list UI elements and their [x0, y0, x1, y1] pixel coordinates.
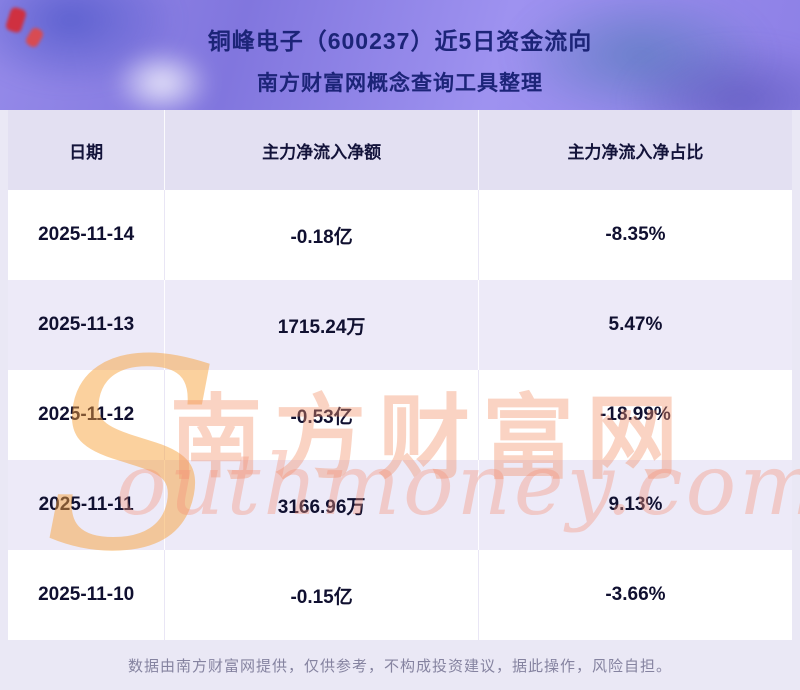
cell-date: 2025-11-11 [8, 460, 166, 550]
cell-date: 2025-11-13 [8, 280, 166, 370]
cell-date: 2025-11-10 [8, 550, 166, 640]
table-row: 2025-11-14 -0.18亿 -8.35% [8, 190, 792, 280]
table-row: 2025-11-12 -0.53亿 -18.99% [8, 370, 792, 460]
cell-ratio: -18.99% [478, 370, 792, 460]
cell-date: 2025-11-12 [8, 370, 166, 460]
fund-flow-table-wrap: 日期 主力净流入净额 主力净流入净占比 2025-11-14 -0.18亿 -8… [8, 110, 792, 640]
cell-amount: -0.18亿 [164, 190, 479, 280]
cell-ratio: 9.13% [478, 460, 792, 550]
table-row: 2025-11-10 -0.15亿 -3.66% [8, 550, 792, 640]
header-cell-date: 日期 [8, 110, 166, 190]
cell-amount: 3166.96万 [164, 460, 479, 550]
page-title: 铜峰电子（600237）近5日资金流向 [207, 28, 593, 54]
cell-amount: -0.53亿 [164, 370, 479, 460]
page-subtitle: 南方财富网概念查询工具整理 [257, 72, 543, 95]
cell-ratio: 5.47% [478, 280, 792, 370]
cell-ratio: -8.35% [478, 190, 792, 280]
fund-flow-table: 日期 主力净流入净额 主力净流入净占比 2025-11-14 -0.18亿 -8… [8, 110, 792, 640]
table-header-row: 日期 主力净流入净额 主力净流入净占比 [8, 110, 792, 190]
banner-titles: 铜峰电子（600237）近5日资金流向 南方财富网概念查询工具整理 [0, 0, 800, 97]
header-cell-amount: 主力净流入净额 [164, 110, 479, 190]
cell-ratio: -3.66% [478, 550, 792, 640]
footer: 数据由南方财富网提供，仅供参考，不构成投资建议，据此操作，风险自担。 [0, 640, 800, 690]
cell-date: 2025-11-14 [8, 190, 166, 280]
table-row: 2025-11-11 3166.96万 9.13% [8, 460, 792, 550]
header-cell-ratio: 主力净流入净占比 [478, 110, 792, 190]
table-row: 2025-11-13 1715.24万 5.47% [8, 280, 792, 370]
banner: 铜峰电子（600237）近5日资金流向 南方财富网概念查询工具整理 [0, 0, 800, 110]
cell-amount: -0.15亿 [164, 550, 479, 640]
cell-amount: 1715.24万 [164, 280, 479, 370]
disclaimer-text: 数据由南方财富网提供，仅供参考，不构成投资建议，据此操作，风险自担。 [127, 657, 672, 675]
